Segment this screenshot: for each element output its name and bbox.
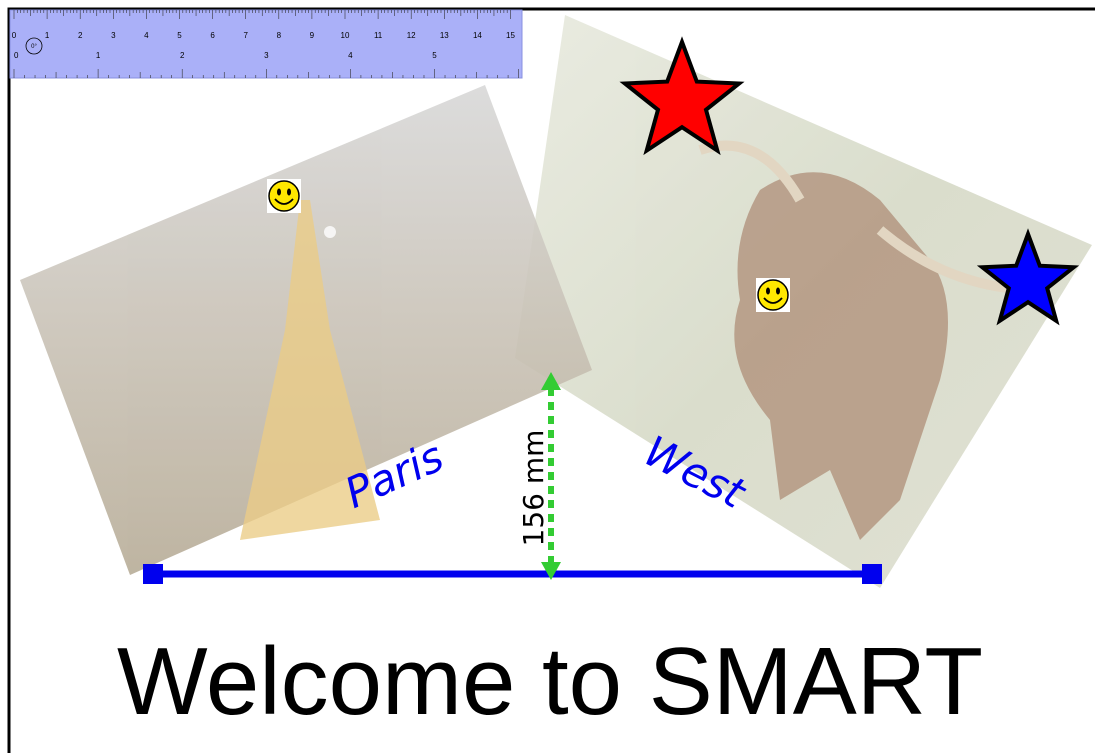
cm-label: 8 (277, 31, 282, 40)
cm-label: 5 (177, 31, 182, 40)
inch-label: 4 (348, 51, 353, 60)
cm-label: 10 (341, 31, 350, 40)
cm-label: 9 (310, 31, 315, 40)
cm-label: 1 (45, 31, 50, 40)
ruler[interactable]: 0° 0 1 2 3 4 5 6 7 8 9 10 11 12 13 14 150 1 2 3 4 5 (9, 9, 523, 79)
paris-photo[interactable] (20, 85, 592, 575)
cm-label: 15 (506, 31, 515, 40)
smiley[interactable] (267, 179, 301, 213)
bull-photo[interactable] (515, 15, 1092, 588)
red-star[interactable] (619, 36, 745, 156)
cm-label: 6 (210, 31, 215, 40)
inch-label: 1 (96, 51, 101, 60)
cm-label: 2 (78, 31, 83, 40)
cm-label: 0 (12, 31, 17, 40)
cm-label: 13 (440, 31, 449, 40)
inch-label: 5 (432, 51, 437, 60)
line-handle[interactable] (862, 564, 882, 584)
blue-star[interactable] (976, 228, 1080, 326)
title[interactable]: Welcome to SMART (117, 628, 983, 735)
cm-label: 11 (374, 31, 383, 40)
angle-dial[interactable] (25, 37, 43, 55)
inch-label: 0 (14, 51, 19, 60)
cm-label: 4 (144, 31, 149, 40)
cm-label: 12 (407, 31, 416, 40)
cm-label: 14 (473, 31, 482, 40)
inch-label: 3 (264, 51, 269, 60)
arrow-head (541, 372, 561, 390)
ruler-body (9, 9, 523, 79)
measurement-label: 156 mm (517, 430, 550, 547)
line-handle[interactable] (143, 564, 163, 584)
cm-label: 7 (243, 31, 248, 40)
arrow-head (541, 562, 561, 580)
inch-label: 2 (180, 51, 185, 60)
cm-label: 3 (111, 31, 116, 40)
smiley[interactable] (756, 278, 790, 312)
angle-label: 0° (31, 44, 37, 50)
